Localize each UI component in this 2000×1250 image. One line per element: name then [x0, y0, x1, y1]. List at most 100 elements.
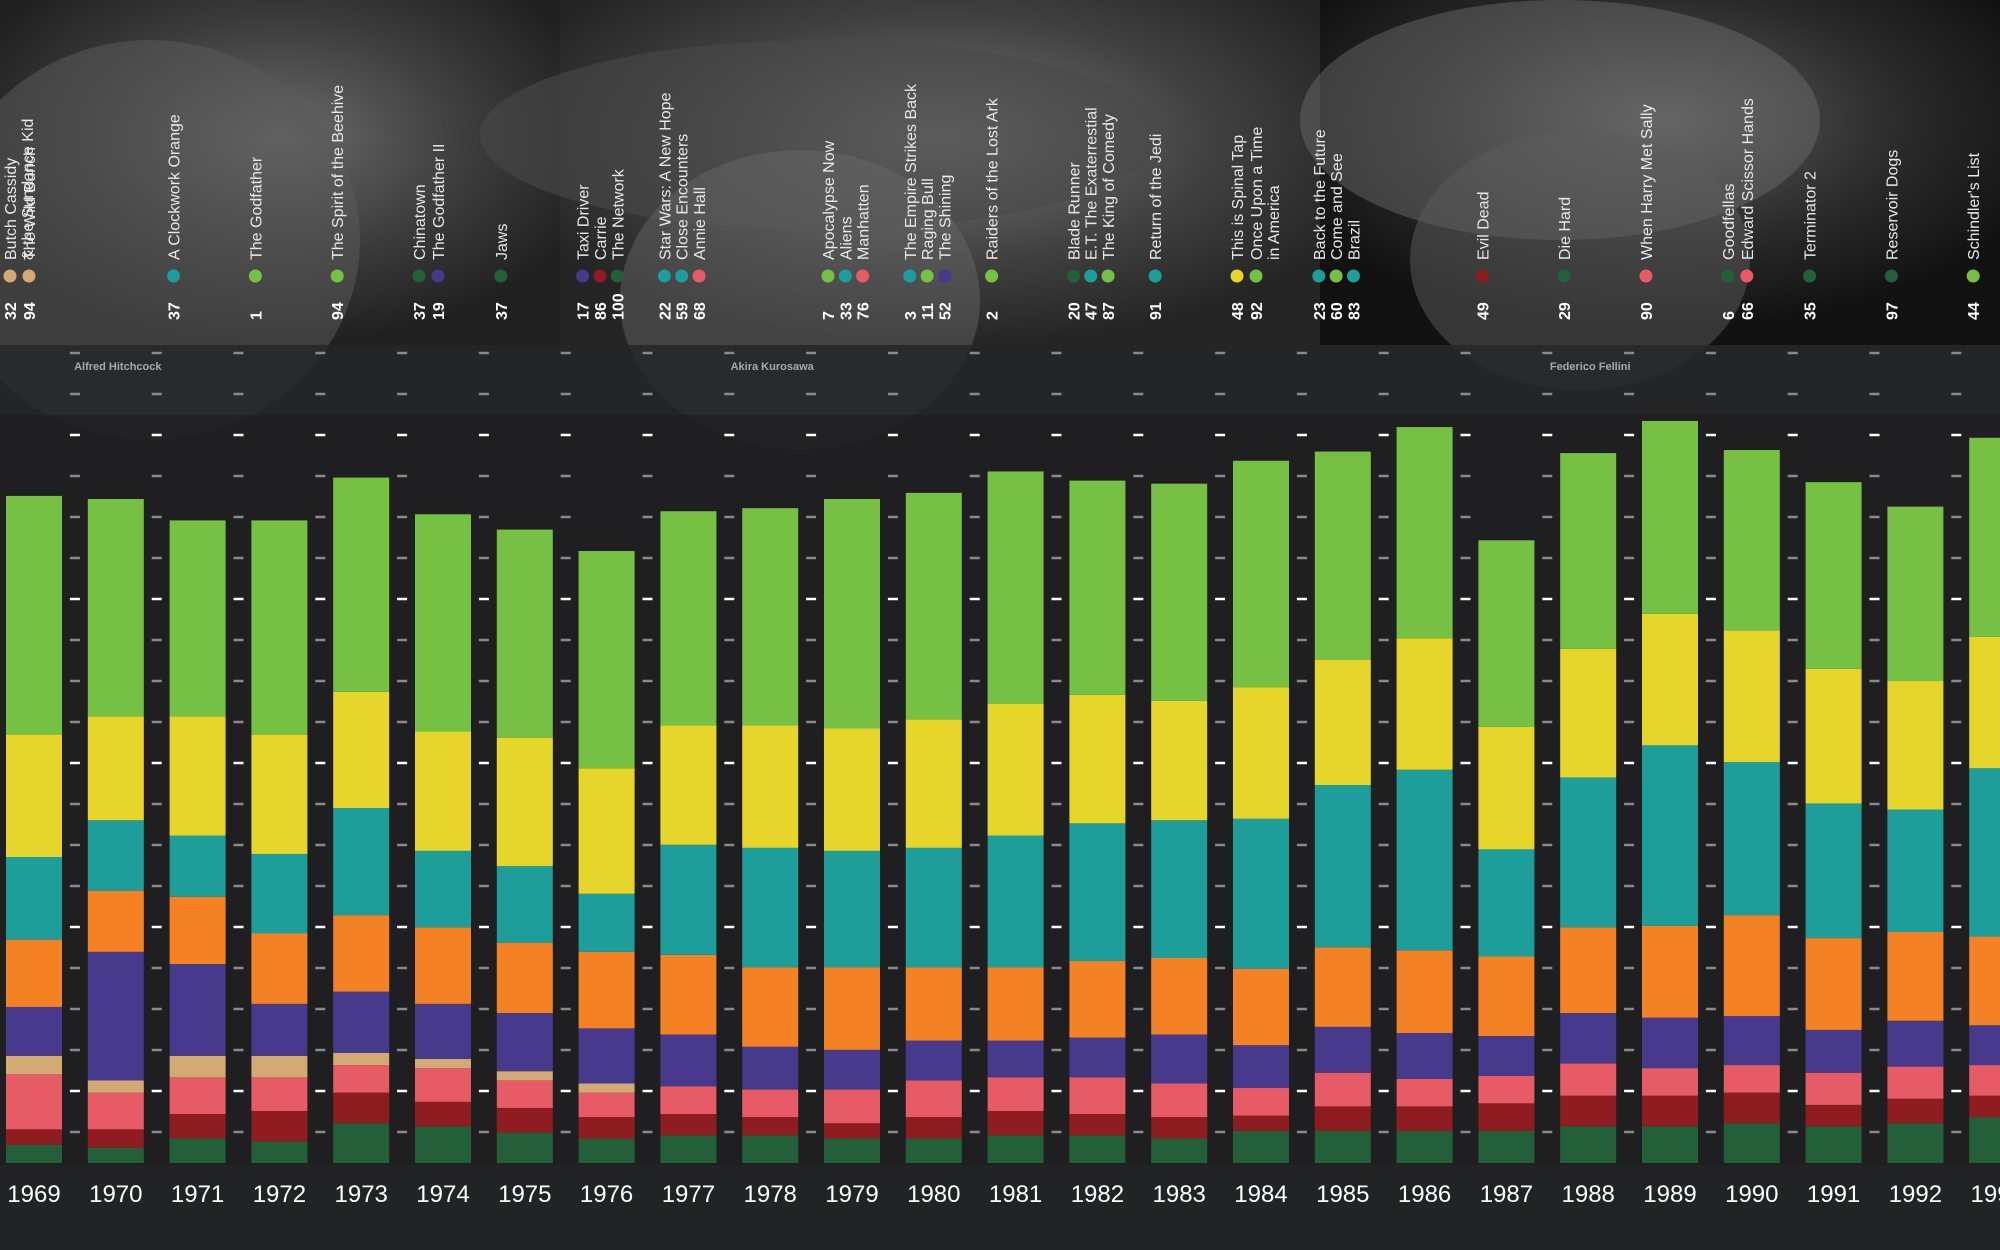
film-rank: 90 [1639, 302, 1656, 320]
bar-segment [169, 1077, 226, 1115]
film-rank: 2 [985, 311, 1002, 320]
year-tick-label: 1977 [662, 1181, 715, 1208]
bar-segment [824, 1123, 880, 1139]
bar-segment [1723, 630, 1780, 763]
bar-1979 [824, 498, 880, 1163]
film-color-dot [1329, 269, 1343, 283]
bar-segment [1233, 1045, 1289, 1089]
film-color-dot [1475, 269, 1489, 283]
film-rank: 11 [920, 303, 937, 320]
film-color-dot [1249, 269, 1263, 283]
bar-1976 [578, 551, 635, 1163]
portrait-head-hitchcock [0, 40, 360, 440]
bar-segment [1478, 956, 1535, 1037]
film-color-dot [1230, 269, 1244, 283]
bar-segment [905, 1040, 962, 1081]
film-annotation: 47 E.T. The Exaterrestial [1084, 107, 1101, 320]
film-annotation: 59 Close Encounters [675, 134, 692, 320]
film-color-dot [167, 269, 181, 283]
film-title: Aliens [838, 216, 855, 260]
film-color-dot [1803, 269, 1817, 283]
film-annotation: 19 The Godfather II [431, 143, 448, 320]
bar-segment [6, 857, 62, 940]
bar-segment [1069, 1135, 1126, 1163]
year-tick-label: 1984 [1234, 1181, 1287, 1208]
bar-1993 [1969, 437, 2000, 1163]
film-annotation: 3 The Empire Strikes Back [903, 83, 920, 320]
film-rank: 37 [167, 302, 184, 320]
bar-segment [333, 808, 390, 916]
bar-segment [578, 1083, 635, 1093]
bar-segment [1805, 803, 1862, 939]
bar-segment [87, 1092, 144, 1130]
bar-segment [824, 967, 880, 1050]
film-rank: 60 [1329, 302, 1346, 320]
film-annotation: 29 Die Hard [1557, 197, 1574, 320]
film-rank: 83 [1346, 302, 1363, 320]
bar-segment [1396, 1078, 1453, 1107]
bar-segment [496, 942, 553, 1014]
film-color-dot [3, 269, 17, 283]
film-annotation: 97 Reservoir Dogs [1884, 150, 1901, 320]
bar-segment [1233, 818, 1289, 969]
bar-segment [660, 725, 717, 845]
bar-segment [169, 1055, 226, 1078]
bar-segment [1233, 687, 1289, 819]
film-title: The Godfather [248, 156, 265, 260]
bar-segment [1887, 1123, 1944, 1163]
bar-segment [1723, 1016, 1780, 1066]
bar-segment [415, 731, 471, 851]
bar-segment [1969, 768, 2000, 937]
film-color-dot [494, 269, 508, 283]
film-color-dot [1740, 269, 1754, 283]
film-color-dot [593, 269, 607, 283]
film-color-dot [1101, 269, 1115, 283]
bar-segment [251, 520, 308, 735]
film-rank: 35 [1803, 302, 1820, 320]
film-annotation: 60 Come and See [1329, 153, 1346, 320]
bar-1982 [1069, 480, 1126, 1163]
film-color-dot [1966, 269, 1980, 283]
director-caption: Federico Fellini [1550, 361, 1631, 373]
film-title: Butch Cassidy [3, 158, 20, 260]
bar-1981 [987, 471, 1044, 1163]
bar-1971 [169, 520, 226, 1163]
film-color-dot [610, 269, 624, 283]
bar-segment [1069, 480, 1126, 695]
film-rank: 44 [1966, 302, 1983, 320]
bar-segment [1805, 668, 1862, 804]
bar-segment [1723, 1123, 1780, 1163]
bar-segment [905, 719, 962, 848]
bar-segment [415, 1068, 471, 1102]
film-rank: 52 [937, 302, 954, 320]
film-color-dot [248, 269, 262, 283]
film-title: Annie Hall [692, 187, 709, 260]
film-rank: 92 [1249, 302, 1266, 320]
bar-1989 [1642, 420, 1698, 1163]
bar-segment [6, 1129, 62, 1145]
film-rank: 66 [1740, 302, 1757, 320]
bar-segment [1233, 460, 1289, 688]
film-annotation: 37 Jaws [494, 224, 511, 320]
film-annotation: 17 Taxi Driver [576, 184, 593, 320]
film-rank: 94 [330, 302, 347, 320]
bar-1984 [1233, 460, 1289, 1163]
bar-segment [169, 520, 226, 717]
bar-segment [415, 927, 471, 1004]
film-rank: 48 [1230, 302, 1247, 320]
bar-segment [1642, 1095, 1698, 1127]
bar-segment [1969, 1117, 2000, 1163]
bar-segment [1396, 1032, 1453, 1079]
bar-segment [1314, 451, 1371, 660]
bar-1975 [496, 529, 553, 1163]
bar-segment [742, 725, 799, 848]
bar-segment [1314, 1106, 1371, 1131]
film-color-dot [985, 269, 999, 283]
bar-segment [1805, 1029, 1862, 1073]
bar-segment [1969, 1065, 2000, 1096]
film-annotation: 94 The Spirit of the Beehive [330, 85, 347, 320]
bar-segment [660, 511, 717, 726]
bar-segment [905, 492, 962, 720]
film-color-dot [937, 269, 951, 283]
